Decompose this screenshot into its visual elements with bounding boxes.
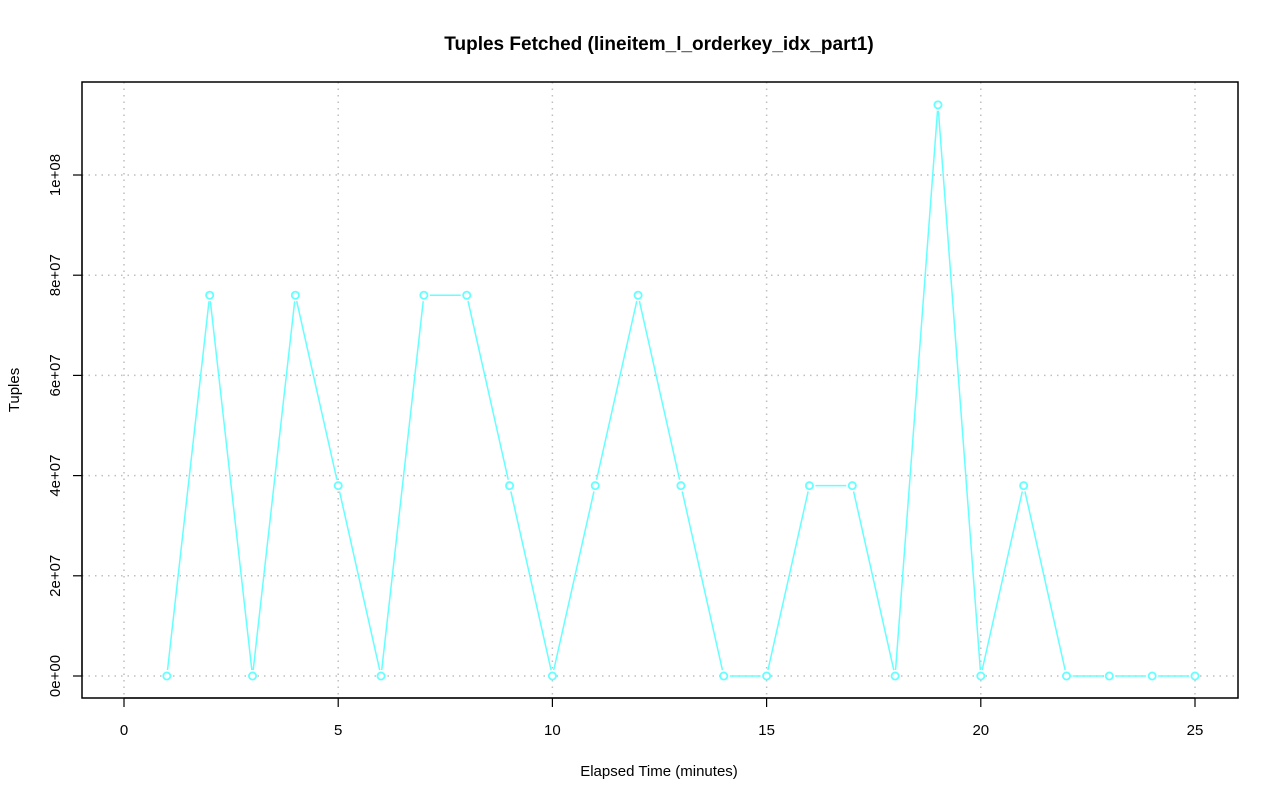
series-segment	[681, 491, 724, 671]
data-point	[890, 671, 900, 681]
data-point	[248, 671, 258, 681]
y-axis: 0e+00 2e+07 4e+07 6e+07 8e+07 1e+08	[47, 154, 83, 697]
data-point	[804, 481, 814, 491]
data-point	[590, 481, 600, 491]
series-segment	[338, 491, 381, 671]
x-tick-label: 10	[544, 722, 561, 739]
data-point	[205, 290, 215, 300]
data-point	[1147, 671, 1157, 681]
data-point	[1061, 671, 1071, 681]
y-tick-label: 2e+07	[47, 555, 64, 597]
data-point	[633, 290, 643, 300]
data-point	[547, 671, 557, 681]
data-point	[933, 100, 943, 110]
x-tick-label: 25	[1187, 722, 1204, 739]
data-point	[676, 481, 686, 491]
series-segment	[852, 491, 895, 671]
series-segment	[166, 301, 210, 671]
data-point	[1104, 671, 1114, 681]
series-segment	[552, 491, 595, 671]
y-tick-label: 6e+07	[47, 354, 64, 396]
data-point	[1190, 671, 1200, 681]
data-point	[719, 671, 729, 681]
data-point	[376, 671, 386, 681]
y-tick-label: 8e+07	[47, 254, 64, 296]
series-segment	[767, 491, 809, 671]
data-point	[290, 290, 300, 300]
series-segment	[981, 491, 1024, 671]
series-segment	[380, 301, 424, 671]
y-tick-label: 0e+00	[47, 655, 64, 697]
data-point	[976, 671, 986, 681]
series-segment	[467, 300, 509, 480]
data-point	[1019, 481, 1029, 491]
x-tick-label: 20	[972, 722, 989, 739]
y-tick-label: 1e+08	[47, 154, 64, 196]
data-point	[762, 671, 772, 681]
x-tick-label: 5	[334, 722, 342, 739]
chart-title: Tuples Fetched (lineitem_l_orderkey_idx_…	[444, 34, 873, 55]
x-axis-label: Elapsed Time (minutes)	[580, 763, 738, 780]
x-tick-label: 0	[120, 722, 128, 739]
series-segment	[295, 300, 338, 480]
data-point	[505, 481, 515, 491]
series-segment	[595, 300, 638, 480]
data-point	[847, 481, 857, 491]
series	[162, 100, 1200, 681]
series-segment	[209, 301, 253, 671]
data-point	[162, 671, 172, 681]
series-segment	[1024, 491, 1066, 671]
series-segment	[638, 300, 681, 480]
y-axis-label: Tuples	[6, 368, 23, 412]
series-segment	[252, 301, 296, 671]
data-point	[462, 290, 472, 300]
data-point	[419, 290, 429, 300]
series-segment	[510, 491, 552, 671]
data-point	[333, 481, 343, 491]
y-tick-label: 4e+07	[47, 455, 64, 497]
series-segment	[937, 110, 982, 671]
x-axis: 0 5 10 15 20 25	[120, 697, 1204, 739]
x-tick-label: 15	[758, 722, 775, 739]
series-segment	[894, 110, 939, 671]
grid	[82, 82, 1238, 698]
